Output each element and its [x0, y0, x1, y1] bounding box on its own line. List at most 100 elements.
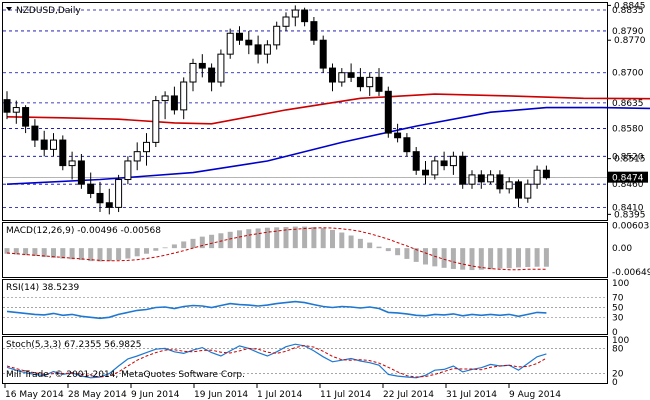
- candle-body: [542, 169, 550, 179]
- macd-bar: [525, 248, 531, 268]
- level-label: 0.8410: [612, 203, 644, 213]
- candle-body: [3, 99, 11, 113]
- macd-bar: [488, 248, 494, 270]
- level-box: [608, 123, 650, 134]
- candle-body: [468, 174, 476, 185]
- candle-body: [291, 9, 299, 18]
- macd-bar: [395, 248, 401, 256]
- candle-body: [505, 181, 513, 190]
- level-box: [608, 202, 650, 213]
- macd-bar: [125, 248, 131, 259]
- candle-body: [217, 53, 225, 83]
- candle-body: [375, 76, 383, 92]
- macd-bar: [4, 248, 10, 254]
- candle-body: [170, 95, 178, 111]
- macd-bar: [41, 248, 47, 258]
- date-tick-label: 22 Jul 2014: [383, 390, 434, 400]
- candle-body: [115, 179, 123, 208]
- macd-bar: [32, 248, 38, 256]
- macd-bar: [88, 248, 94, 262]
- macd-bar: [348, 235, 354, 249]
- macd-tick-label: 0.00603: [612, 222, 649, 232]
- level-label: 0.8835: [612, 6, 644, 16]
- rsi-tick-label: 30: [612, 313, 624, 323]
- candle-body: [356, 76, 364, 88]
- symbol-title: NZDUSD,Daily: [16, 6, 81, 16]
- candle-body: [31, 125, 39, 141]
- candle-body: [422, 169, 429, 176]
- macd-bar: [13, 248, 19, 255]
- candle-body: [40, 139, 48, 150]
- macd-panel: 0.00603 0.00 -0.00649: [4, 222, 650, 278]
- stoch-main-line: [6, 343, 547, 379]
- candle-body: [496, 174, 504, 190]
- macd-bar: [23, 248, 29, 256]
- candle-body: [189, 62, 197, 83]
- macd-bar: [199, 236, 205, 249]
- date-tick-label: 9 Aug 2014: [509, 390, 561, 400]
- candle-body: [68, 160, 76, 167]
- rsi-panel-frame: [2, 279, 608, 335]
- macd-bar: [246, 229, 252, 249]
- candlesticks: [3, 5, 550, 215]
- level-label: 0.8635: [612, 99, 644, 109]
- date-tick-label: 16 May 2014: [5, 390, 64, 400]
- ma-slow-line: [6, 93, 650, 125]
- macd-bar: [357, 238, 363, 249]
- candle-body: [403, 137, 411, 153]
- rsi-tick-label: 50: [612, 304, 624, 314]
- level-box: [608, 179, 650, 190]
- candle-body: [133, 151, 141, 162]
- macd-bar: [376, 246, 382, 249]
- candle-body: [347, 72, 355, 78]
- price-tick-label: 0.8515: [614, 155, 646, 165]
- macd-bar: [506, 248, 512, 269]
- candle-body: [449, 155, 457, 167]
- candle-body: [515, 181, 522, 199]
- macd-bar: [450, 248, 456, 269]
- candle-body: [87, 183, 95, 194]
- date-tick-label: 31 Jul 2014: [446, 390, 497, 400]
- symbol-dropdown-icon[interactable]: [6, 7, 12, 11]
- candle-body: [319, 39, 327, 69]
- level-box: [608, 151, 650, 162]
- candle-body: [301, 9, 309, 23]
- macd-bar: [190, 238, 196, 249]
- macd-bar: [283, 226, 289, 249]
- candle-body: [329, 67, 336, 83]
- macd-bar: [227, 231, 233, 249]
- candle-body: [143, 141, 150, 153]
- ma-fast-line: [6, 106, 650, 185]
- copyright-text: Mill Trade, © 2001-2014, MetaQuotes Soft…: [6, 370, 245, 380]
- macd-bar: [469, 248, 475, 271]
- price-tick-label: 0.8845: [614, 1, 646, 11]
- macd-bar: [255, 228, 261, 249]
- macd-bar: [534, 248, 540, 267]
- level-box: [608, 97, 650, 108]
- candle-body: [161, 95, 169, 102]
- level-label: 0.8700: [612, 69, 644, 79]
- macd-panel-frame: [2, 222, 608, 278]
- candle-body: [412, 151, 420, 171]
- date-tick-label: 11 Jul 2014: [320, 390, 371, 400]
- stoch-panel-frame: [2, 336, 608, 384]
- date-tick-label: 9 Jun 2014: [131, 390, 180, 400]
- level-box: [608, 67, 650, 78]
- stoch-tick-label: 20: [612, 370, 624, 380]
- macd-bar: [497, 248, 503, 269]
- macd-bar: [302, 226, 308, 249]
- stoch-tick-label: 80: [612, 344, 624, 354]
- candle-body: [384, 90, 392, 134]
- macd-bar: [423, 248, 428, 265]
- macd-bar: [543, 248, 549, 267]
- candle-body: [198, 62, 206, 69]
- candle-body: [124, 160, 132, 181]
- price-panel-frame: [2, 2, 608, 221]
- macd-bar: [274, 227, 280, 249]
- level-label: 0.8520: [612, 152, 644, 162]
- macd-bar: [432, 248, 438, 267]
- stoch-title: Stoch(5,3,3) 67.2355 56.9825: [6, 340, 141, 350]
- macd-bar: [311, 226, 317, 249]
- current-price-label: 0.8474: [612, 174, 644, 184]
